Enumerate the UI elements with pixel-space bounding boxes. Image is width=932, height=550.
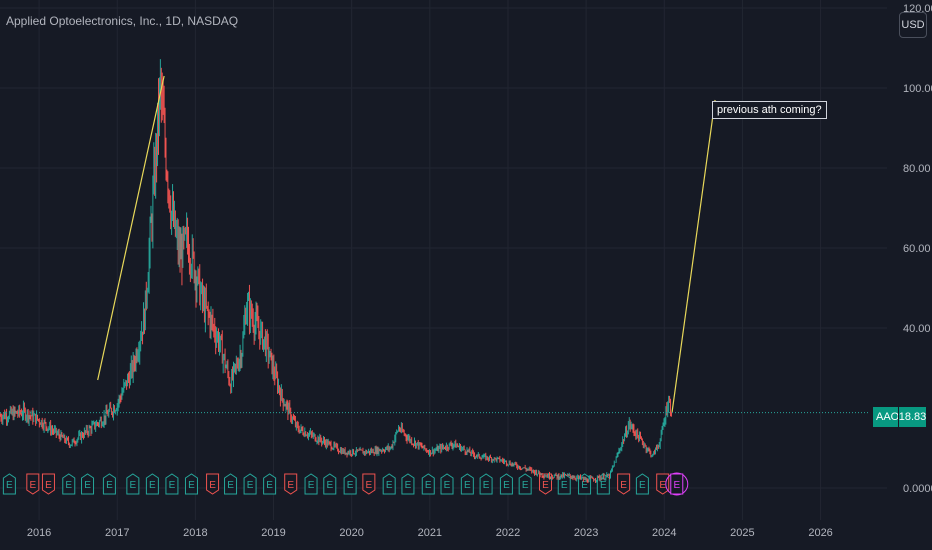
x-tick-label: 2021	[418, 527, 442, 539]
earnings-marker-label: E	[209, 480, 216, 491]
earnings-marker	[460, 473, 474, 495]
earnings-marker-label: E	[386, 480, 393, 491]
earnings-marker-label: E	[247, 480, 254, 491]
earnings-marker-label: E	[266, 480, 273, 491]
earnings-marker	[323, 473, 337, 495]
earnings-marker	[479, 473, 493, 495]
earnings-marker	[126, 473, 140, 495]
earnings-marker-label: E	[308, 480, 315, 491]
chart-title: Applied Optoelectronics, Inc., 1D, NASDA…	[6, 14, 239, 28]
earnings-marker-label: E	[366, 480, 373, 491]
trend-line	[671, 99, 716, 413]
earnings-marker-label: E	[600, 480, 607, 491]
earnings-marker	[81, 473, 95, 495]
x-tick-label: 2020	[339, 527, 363, 539]
earnings-marker-label: E	[522, 480, 529, 491]
symbol-price-tag: AAOI	[873, 407, 906, 427]
earnings-marker	[670, 473, 684, 495]
earnings-marker	[421, 473, 435, 495]
earnings-marker-label: E	[45, 480, 52, 491]
earnings-marker-label: E	[425, 480, 432, 491]
currency-button[interactable]: USD	[899, 12, 927, 38]
earnings-marker-label: E	[581, 480, 588, 491]
trend-lines[interactable]	[97, 75, 716, 413]
earnings-marker	[145, 473, 159, 495]
earnings-marker-label: E	[130, 480, 137, 491]
earnings-marker	[62, 473, 76, 495]
last-price-tag: 18.83	[898, 407, 926, 427]
earnings-marker	[656, 473, 670, 495]
x-tick-label: 2017	[105, 527, 129, 539]
x-tick-label: 2026	[808, 527, 832, 539]
earnings-marker-label: E	[6, 480, 13, 491]
earnings-marker-label: E	[639, 480, 646, 491]
earnings-marker	[401, 473, 415, 495]
earnings-marker-label: E	[287, 480, 294, 491]
earnings-marker	[206, 473, 220, 495]
earnings-marker-label: E	[542, 480, 549, 491]
earnings-marker-label: E	[106, 480, 113, 491]
earnings-marker	[518, 473, 532, 495]
x-tick-label: 2018	[183, 527, 207, 539]
earnings-marker-label: E	[464, 480, 471, 491]
earnings-marker	[243, 473, 257, 495]
earnings-marker-label: E	[169, 480, 176, 491]
price-candles	[0, 59, 672, 484]
earnings-marker-label: E	[188, 480, 195, 491]
x-tick-label: 2023	[574, 527, 598, 539]
earnings-marker-label: E	[326, 480, 333, 491]
earnings-marker	[41, 473, 55, 495]
earnings-marker-label: E	[444, 480, 451, 491]
earnings-marker-ring	[665, 472, 689, 496]
earnings-marker	[304, 473, 318, 495]
earnings-marker-label: E	[347, 480, 354, 491]
earnings-marker	[343, 473, 357, 495]
earnings-marker-label: E	[659, 480, 666, 491]
earnings-marker	[440, 473, 454, 495]
earnings-marker	[284, 473, 298, 495]
x-tick-label: 2025	[730, 527, 754, 539]
earnings-marker-label: E	[149, 480, 156, 491]
y-tick-label: 40.00	[903, 323, 931, 335]
earnings-marker	[617, 473, 631, 495]
earnings-marker	[165, 473, 179, 495]
earnings-marker	[102, 473, 116, 495]
earnings-marker-label: E	[503, 480, 510, 491]
earnings-marker	[362, 473, 376, 495]
y-tick-label: 60.00	[903, 243, 931, 255]
x-tick-label: 2022	[496, 527, 520, 539]
earnings-marker-label: E	[227, 480, 234, 491]
x-tick-label: 2024	[652, 527, 676, 539]
earnings-marker-label: E	[84, 480, 91, 491]
trend-line	[97, 75, 165, 381]
earnings-marker	[263, 473, 277, 495]
earnings-marker-label: E	[483, 480, 490, 491]
x-axis-tick-labels: 2016 2017 2018 2019 2020 2021 2022 2023 2024 2025…	[27, 527, 833, 539]
y-tick-label: 0.0000	[903, 483, 932, 495]
chart-grid	[0, 0, 887, 520]
annotation-label[interactable]: previous ath coming?	[712, 101, 827, 119]
earnings-marker	[635, 473, 649, 495]
earnings-marker-label: E	[620, 480, 627, 491]
x-tick-label: 2016	[27, 527, 51, 539]
earnings-marker-label: E	[405, 480, 412, 491]
earnings-marker	[2, 473, 16, 495]
earnings-marker-label: E	[29, 480, 36, 491]
earnings-marker	[382, 473, 396, 495]
earnings-marker-label: E	[673, 480, 680, 491]
earnings-marker	[184, 473, 198, 495]
earnings-marker-label: E	[561, 480, 568, 491]
earnings-marker-label: E	[65, 480, 72, 491]
y-tick-label: 80.00	[903, 163, 931, 175]
earnings-marker	[224, 473, 238, 495]
earnings-marker	[499, 473, 513, 495]
x-tick-label: 2019	[261, 527, 285, 539]
earnings-marker	[26, 473, 40, 495]
y-tick-label: 100.00	[903, 83, 932, 95]
